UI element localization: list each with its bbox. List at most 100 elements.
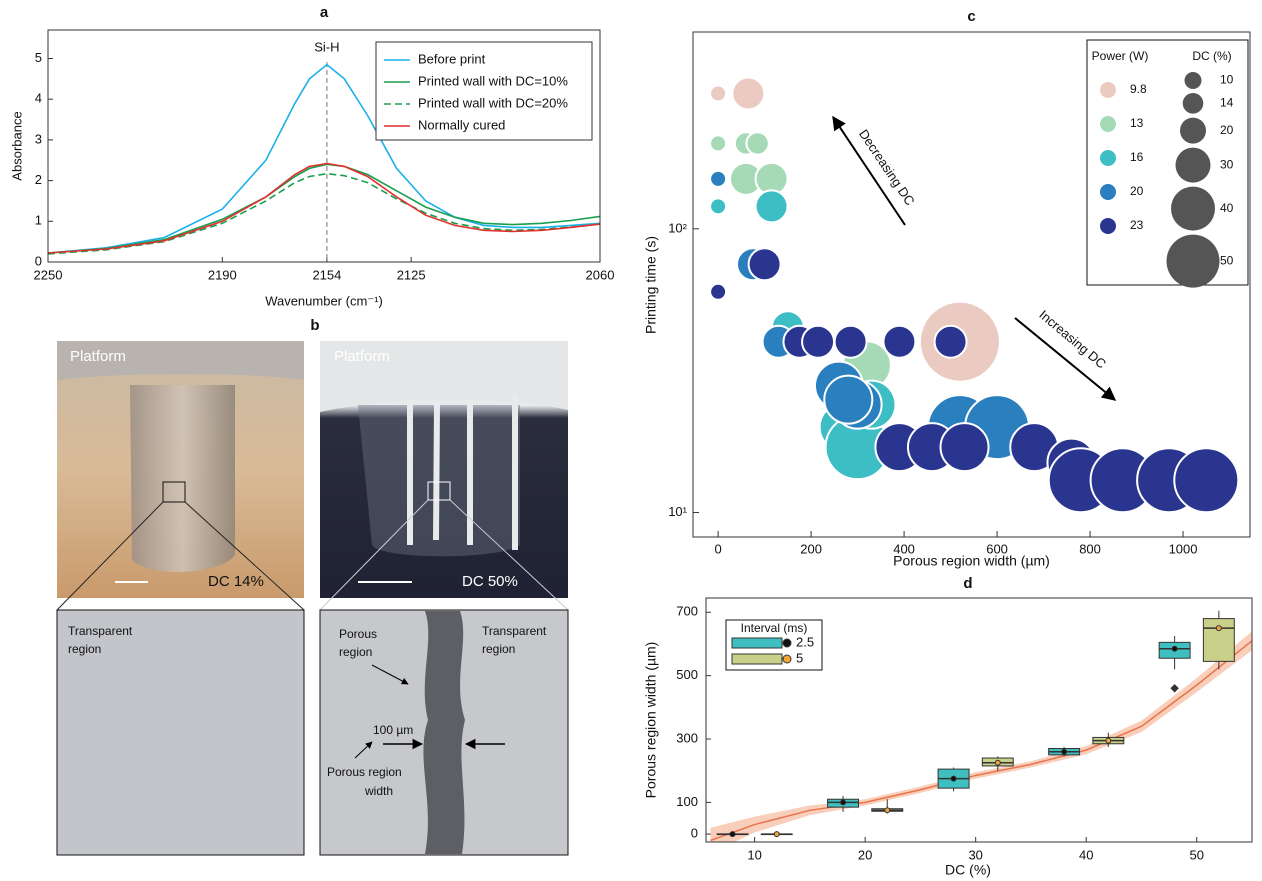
box-point <box>1062 749 1067 754</box>
legend-label: 23 <box>1130 218 1144 232</box>
box-point <box>1172 646 1177 651</box>
annotation: Increasing DC <box>1036 307 1109 371</box>
y-tick-label: 5 <box>35 50 42 65</box>
bubble <box>710 85 726 101</box>
size-legend-mark <box>1171 187 1215 231</box>
x-axis-label: Porous region width (µm) <box>893 553 1050 569</box>
x-tick-label: 20 <box>858 847 872 862</box>
bubble <box>883 326 915 358</box>
legend-label: 16 <box>1130 150 1144 164</box>
photo-panel <box>57 341 568 855</box>
bubble <box>749 248 781 280</box>
size-legend-label: 50 <box>1220 253 1234 267</box>
scale-label: 100 µm <box>373 723 413 737</box>
legend-label: 9.8 <box>1130 82 1147 96</box>
x-tick-label: 2125 <box>397 267 426 282</box>
legend-title: Power (W) <box>1092 49 1149 63</box>
bubble <box>732 77 764 109</box>
y-tick-label: 10¹ <box>668 504 687 519</box>
size-legend-label: 14 <box>1220 95 1234 109</box>
bubble <box>710 284 726 300</box>
legend-swatch <box>1100 218 1116 234</box>
bubble <box>710 135 726 151</box>
y-tick-label: 4 <box>35 91 42 106</box>
y-axis-label: Absorbance <box>9 111 24 180</box>
box-point <box>841 800 846 805</box>
legend-label: 5 <box>796 650 803 665</box>
box-point <box>774 832 779 837</box>
size-legend-mark <box>1167 235 1220 288</box>
zoom-label: region <box>68 642 101 656</box>
size-legend-mark <box>1180 118 1206 144</box>
x-tick-label: 2060 <box>586 267 615 282</box>
legend-swatch <box>783 639 791 647</box>
box-point <box>995 760 1000 765</box>
x-tick-label: 1000 <box>1169 541 1198 556</box>
legend-swatch <box>1100 150 1116 166</box>
y-axis-label: Printing time (s) <box>643 236 659 334</box>
bubble <box>746 132 768 154</box>
panel-label: a <box>320 4 329 21</box>
panel-label: c <box>967 8 975 25</box>
x-tick-label: 2190 <box>208 267 237 282</box>
bubble <box>935 326 967 358</box>
legend-swatch <box>732 638 782 648</box>
legend-title: DC (%) <box>1192 49 1231 63</box>
box-point <box>1216 626 1221 631</box>
x-tick-label: 30 <box>968 847 982 862</box>
bubble <box>835 326 867 358</box>
legend-swatch <box>1100 82 1116 98</box>
zoom-label: Porous <box>339 627 377 641</box>
x-tick-label: 2250 <box>34 267 63 282</box>
series-line <box>48 164 600 253</box>
x-tick-label: 40 <box>1079 847 1093 862</box>
photo-label: Platform <box>334 348 390 365</box>
box <box>1203 619 1234 662</box>
y-tick-label: 700 <box>676 604 698 619</box>
bubble <box>710 198 726 214</box>
legend-title: Interval (ms) <box>741 621 808 635</box>
x-axis-label: DC (%) <box>945 862 991 878</box>
zoom-label: Porous region <box>327 765 402 779</box>
box-point <box>951 776 956 781</box>
legend-label: 2.5 <box>796 634 814 649</box>
annotation: Si-H <box>314 39 339 54</box>
y-tick-label: 3 <box>35 131 42 146</box>
size-legend-label: 10 <box>1220 73 1234 87</box>
zoom-label: width <box>364 784 393 798</box>
size-legend-mark <box>1183 93 1204 114</box>
y-tick-label: 2 <box>35 172 42 187</box>
size-legend-label: 40 <box>1220 201 1234 215</box>
legend-swatch <box>1100 184 1116 200</box>
bubble <box>824 376 872 424</box>
x-axis-label: Wavenumber (cm⁻¹) <box>265 293 383 308</box>
legend-label: Before print <box>418 51 486 66</box>
zoom-label: Transparent <box>482 624 547 638</box>
size-legend-label: 30 <box>1220 157 1234 171</box>
photo-label: DC 14% <box>208 573 264 590</box>
photo-label: DC 50% <box>462 573 518 590</box>
y-tick-label: 0 <box>691 826 698 841</box>
x-tick-label: 50 <box>1190 847 1204 862</box>
figure: b Platform Platform DC 14% DC 50% Transp… <box>0 0 1262 881</box>
y-tick-label: 1 <box>35 213 42 228</box>
zoom-label: region <box>482 642 515 656</box>
y-tick-label: 10² <box>668 220 687 235</box>
outlier <box>1170 684 1178 692</box>
bubble <box>756 190 788 222</box>
legend-swatch <box>1100 116 1116 132</box>
photo-label: Platform <box>70 348 126 365</box>
legend-label: Printed wall with DC=10% <box>418 73 568 88</box>
bubble <box>802 326 834 358</box>
zoom-label: Transparent <box>68 624 133 638</box>
size-legend-label: 20 <box>1220 123 1234 137</box>
x-tick-label: 2154 <box>312 267 341 282</box>
bubble <box>941 423 989 471</box>
series-line <box>48 164 600 254</box>
y-tick-label: 500 <box>676 667 698 682</box>
annotation: Decreasing DC <box>856 127 918 208</box>
box-point <box>730 832 735 837</box>
panel-label: d <box>963 575 972 592</box>
legend-label: Normally cured <box>418 117 505 132</box>
legend-label: 20 <box>1130 184 1144 198</box>
